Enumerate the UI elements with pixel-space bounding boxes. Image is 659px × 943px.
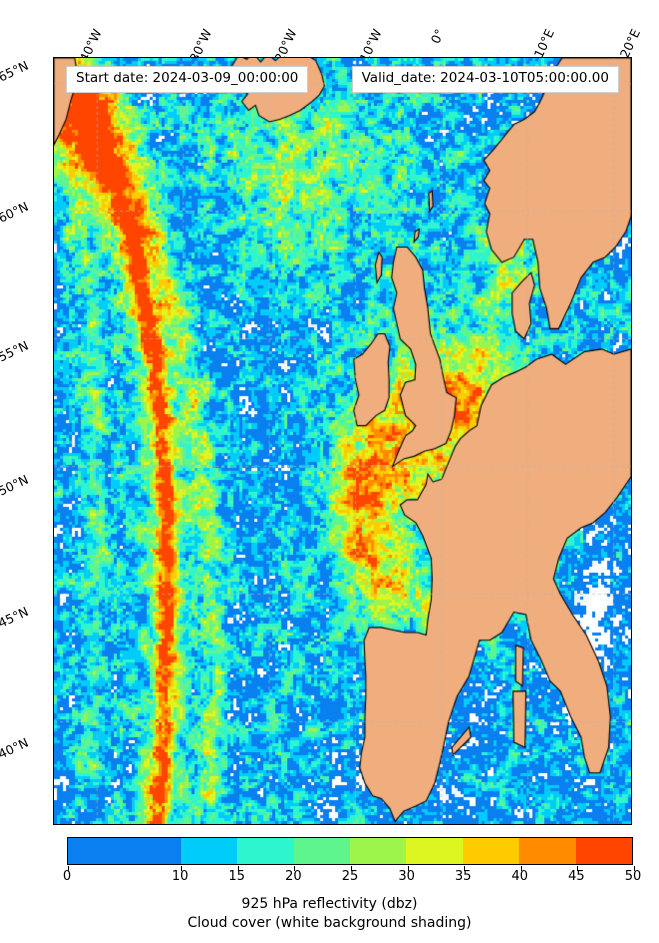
colorbar-tick-50 [634,866,635,871]
colorbar-segment-25-30 [349,838,407,864]
colorbar-tick-10 [181,866,183,871]
colorbar-tick-15 [237,866,239,871]
colorbar-segment-40-45 [519,838,576,864]
lon-tick-label-0: 0° [427,26,448,46]
reflectivity-colorbar[interactable] [67,837,635,871]
colorbar-segment-15-20 [237,838,294,864]
colorbar-tick-45 [577,866,579,871]
colorbar-tick-label-50: 50 [624,869,642,884]
lat-tick-label-60n: 60°N [0,198,31,226]
colorbar-tick-label-15: 15 [228,869,246,884]
lat-tick-label-55n: 55°N [0,337,31,365]
colorbar-segment-20-25 [293,838,350,864]
reflectivity-field-canvas [54,58,631,824]
lat-tick-label-45n: 45°N [0,603,31,631]
lat-tick-label-65n: 65°N [0,57,31,85]
map-plot-area[interactable]: Start date: 2024-03-09_00:00:00 Valid_da… [53,57,632,825]
colorbar-tick-30 [407,866,409,871]
colorbar-segment-45-50 [575,838,632,864]
lat-tick-label-50n: 50°N [0,471,31,499]
valid-date-annotation: Valid_date: 2024-03-10T05:00:00.00 [351,66,619,93]
colorbar-tick-label-0: 0 [62,869,72,884]
lon-tick-label-10e: 10°E [530,26,558,61]
colorbar-tick-25 [351,866,352,871]
colorbar-segment-35-40 [462,838,520,864]
colorbar-tick-label-10: 10 [171,869,189,884]
colorbar-tick-label-30: 30 [398,869,415,884]
colorbar-tick-label-25: 25 [341,869,359,884]
colorbar-segment-30-35 [406,838,463,864]
colorbar-tick-label-20: 20 [285,869,302,884]
colorbar-tick-label-45: 45 [568,869,585,884]
colorbar-tick-label-40: 40 [511,869,529,884]
colorbar-tick-0 [68,866,69,871]
colorbar-segment-10-15 [180,838,238,864]
colorbar-tick-20 [294,866,296,871]
colorbar-tick-35 [464,866,466,871]
colorbar-segment-0-10 [68,838,181,864]
start-date-annotation: Start date: 2024-03-09_00:00:00 [66,66,309,93]
lat-tick-label-40n: 40°N [0,734,31,762]
colorbar-tick-label-35: 35 [454,869,472,884]
lon-tick-label-20e: 20°E [616,26,644,61]
colorbar-title-primary: 925 hPa reflectivity (dbz) [241,896,418,912]
colorbar-tick-40 [520,866,522,871]
colorbar-title-secondary: Cloud cover (white background shading) [187,915,472,931]
